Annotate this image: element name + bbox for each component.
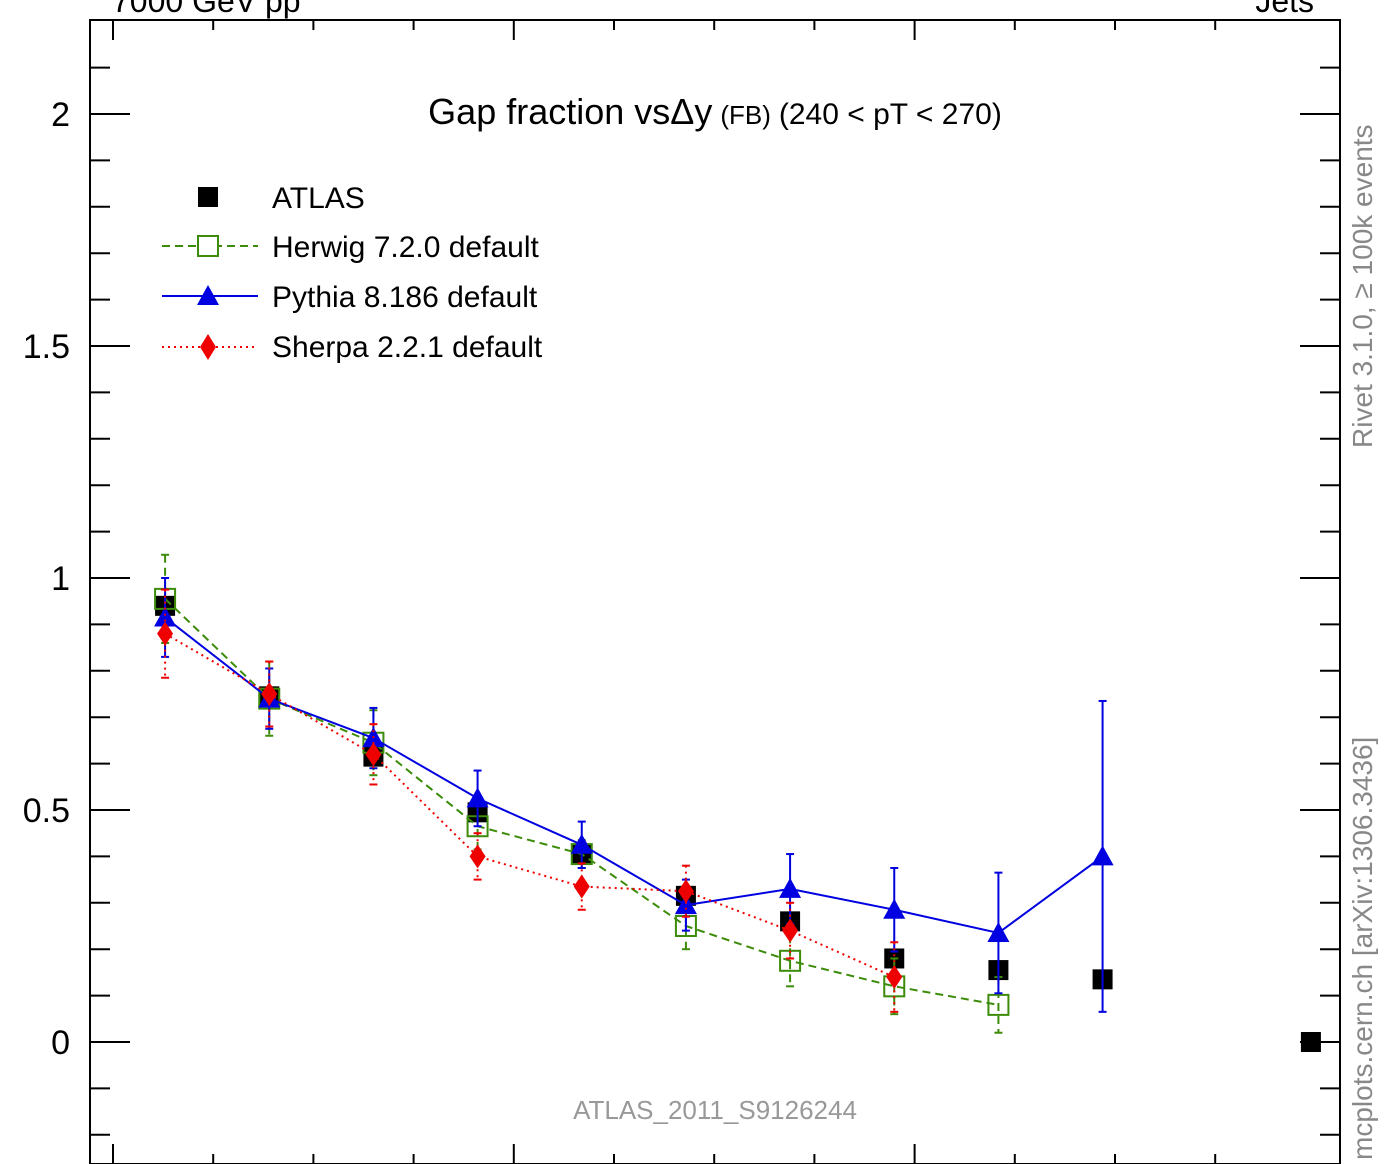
pythia-point	[779, 877, 802, 898]
sherpa-point	[782, 918, 799, 943]
sherpa-series	[157, 588, 903, 1013]
analysis-watermark: ATLAS_2011_S9126244	[573, 1095, 857, 1125]
legend-pythia: Pythia 8.186 default	[162, 281, 538, 314]
legend-atlas: ATLAS	[198, 182, 365, 215]
legend-pythia-marker	[197, 285, 219, 305]
sherpa-point	[886, 965, 903, 990]
chart-title: Gap fraction vsΔy (FB) (240 < pT < 270)	[428, 91, 1002, 132]
herwig-series	[154, 553, 1010, 1034]
legend-herwig: Herwig 7.2.0 default	[162, 231, 539, 264]
legend: ATLAS Herwig 7.2.0 default Pythia 8.186 …	[162, 182, 543, 364]
atlas-point	[1300, 1032, 1321, 1052]
sherpa-point	[365, 742, 382, 767]
series-layer	[154, 553, 1321, 1052]
pythia-point	[466, 787, 489, 808]
herwig-point	[987, 993, 1010, 1016]
y-tick-label: 2	[51, 96, 70, 134]
legend-sherpa-label: Sherpa 2.2.1 default	[272, 331, 543, 364]
rivet-version-label: Rivet 3.1.0, ≥ 100k events	[1347, 124, 1378, 448]
y-tick-label: 1.5	[23, 328, 70, 366]
legend-herwig-marker	[197, 235, 219, 257]
mcplots-reference-label: mcplots.cern.ch [arXiv:1306.3436]	[1347, 737, 1378, 1160]
pythia-line	[164, 616, 1104, 935]
header-left-label: 7000 GeV pp	[112, 0, 301, 19]
pythia-point	[674, 894, 697, 915]
legend-sherpa: Sherpa 2.2.1 default	[162, 331, 543, 364]
legend-pythia-label: Pythia 8.186 default	[272, 281, 538, 314]
legend-atlas-marker	[198, 187, 218, 207]
legend-sherpa-marker	[200, 334, 216, 360]
pythia-point	[987, 921, 1010, 942]
title-fb: (FB)	[720, 100, 771, 130]
title-main: Gap fraction vs	[428, 91, 670, 132]
title-pt-range: (240 < pT < 270)	[779, 98, 1002, 131]
sherpa-point	[261, 682, 278, 706]
sherpa-point	[469, 844, 486, 869]
pythia-point	[1091, 845, 1114, 866]
header-right-label: Jets	[1255, 0, 1314, 19]
y-tick-labels: 0 0.5 1 1.5 2	[23, 96, 70, 1062]
pythia-point	[154, 606, 177, 627]
pythia-series	[154, 577, 1114, 1013]
y-tick-label: 0.5	[23, 792, 70, 830]
axis-ticks	[90, 20, 1340, 1164]
pythia-point	[883, 898, 906, 919]
y-tick-label: 1	[51, 560, 70, 598]
sherpa-point	[677, 879, 694, 904]
herwig-line	[164, 598, 999, 1006]
legend-herwig-label: Herwig 7.2.0 default	[272, 231, 539, 264]
sherpa-point	[573, 874, 590, 899]
sherpa-point	[157, 621, 174, 646]
title-delta-y: Δy	[670, 91, 712, 132]
legend-atlas-label: ATLAS	[272, 182, 365, 215]
pythia-point	[570, 833, 593, 854]
plot-frame	[89, 19, 1341, 1164]
y-tick-label: 0	[51, 1024, 70, 1062]
